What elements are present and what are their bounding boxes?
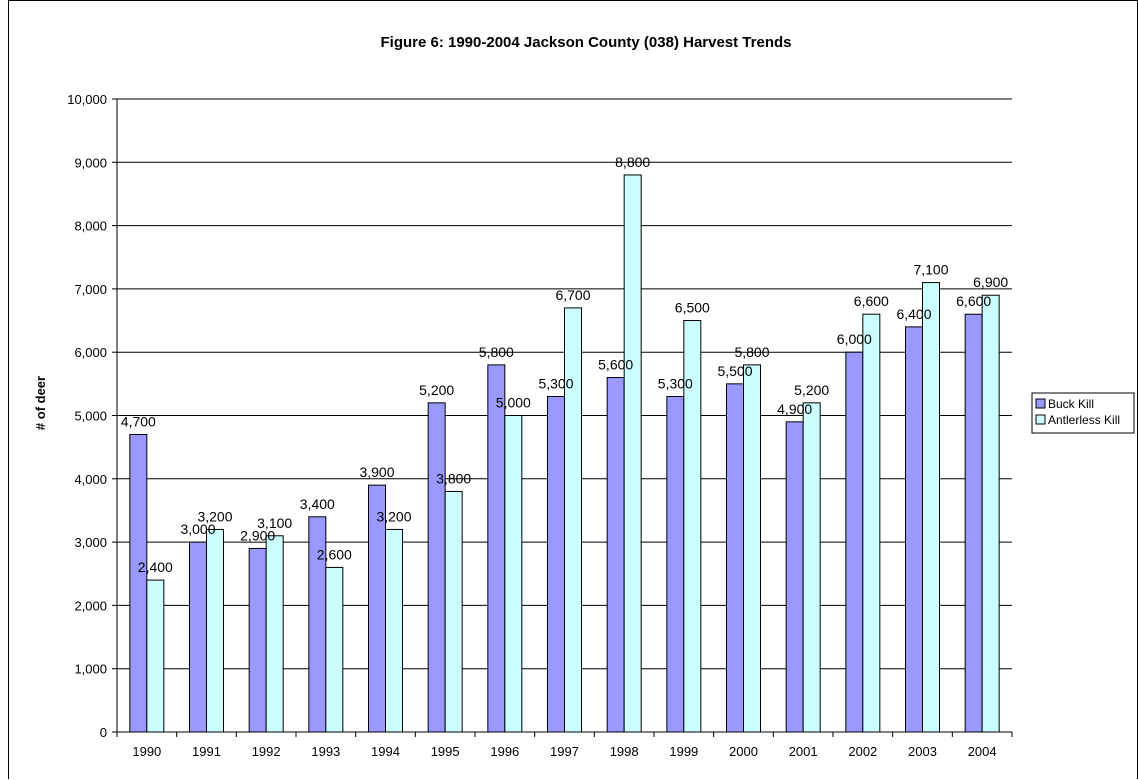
x-tick-label: 1990 [132, 744, 161, 759]
chart-svg: Figure 6: 1990-2004 Jackson County (038)… [33, 34, 1135, 759]
chart-frame: Figure 6: 1990-2004 Jackson County (038)… [8, 0, 1138, 779]
legend: Buck Kill Antlerless Kill [1031, 392, 1135, 434]
data-label-buck-kill: 3,400 [300, 496, 335, 512]
data-label-buck-kill: 3,000 [180, 521, 215, 537]
bar-buck-kill [845, 351, 864, 733]
bar-buck-kill [606, 377, 625, 733]
y-tick-label: 9,000 [74, 155, 107, 170]
y-axis-label: # of deer [33, 376, 48, 430]
bar-buck-kill [964, 313, 983, 733]
x-tick-label: 1997 [550, 744, 579, 759]
chart-title: Figure 6: 1990-2004 Jackson County (038)… [380, 34, 791, 51]
legend-label-buck-kill: Buck Kill [1048, 397, 1094, 411]
data-label-buck-kill: 5,300 [538, 376, 573, 392]
y-tick-label: 4,000 [74, 472, 107, 487]
y-tick-label: 0 [100, 725, 107, 740]
y-tick-label: 2,000 [74, 598, 107, 613]
x-tick-label: 2004 [968, 744, 997, 759]
data-label-buck-kill: 5,300 [658, 376, 693, 392]
x-tick-label: 1991 [192, 744, 221, 759]
bar-buck-kill [129, 433, 148, 733]
bar-antlerless-kill [146, 579, 165, 733]
bar-antlerless-kill [444, 490, 463, 733]
x-tick-label: 1995 [431, 744, 460, 759]
data-label-antlerless-kill: 5,800 [734, 344, 769, 360]
bar-buck-kill [487, 364, 506, 733]
x-tick-label: 1993 [311, 744, 340, 759]
data-label-antlerless-kill: 3,200 [376, 508, 411, 524]
bar-antlerless-kill [623, 174, 642, 733]
data-label-antlerless-kill: 6,700 [555, 287, 590, 303]
data-label-antlerless-kill: 7,100 [913, 262, 948, 278]
data-label-antlerless-kill: 6,900 [973, 274, 1008, 290]
bar-buck-kill [726, 383, 744, 733]
y-tick-label: 6,000 [74, 345, 107, 360]
bar-buck-kill [666, 396, 685, 733]
data-label-buck-kill: 2,900 [240, 527, 275, 543]
data-label-antlerless-kill: 6,500 [675, 300, 710, 316]
axis-layer: 0 1,000 2,000 3,000 4,000 5,000 6,000 7,000 8,00… [67, 92, 1013, 759]
y-tick-label: 1,000 [74, 662, 107, 677]
data-label-buck-kill: 3,900 [359, 464, 394, 480]
x-tick-label: 1994 [371, 744, 400, 759]
bar-antlerless-kill [802, 402, 821, 733]
data-label-buck-kill: 5,600 [598, 357, 633, 373]
x-tick-label: 2002 [848, 744, 877, 759]
data-label-antlerless-kill: 3,200 [197, 508, 232, 524]
x-tick-label: 1992 [252, 744, 281, 759]
bar-antlerless-kill [743, 364, 761, 733]
data-labels-layer: 4,7002,4003,0003,2002,9003,1003,4002,600… [121, 154, 1009, 575]
y-tick-label: 8,000 [74, 219, 107, 234]
legend-swatch-buck-kill [1035, 398, 1046, 409]
bar-antlerless-kill [265, 535, 284, 733]
data-label-antlerless-kill: 2,600 [317, 546, 352, 562]
data-label-buck-kill: 4,700 [121, 413, 156, 429]
bar-antlerless-kill [325, 566, 344, 733]
bar-antlerless-kill [922, 282, 940, 733]
data-label-buck-kill: 5,800 [479, 344, 514, 360]
x-tick-label: 1998 [610, 744, 639, 759]
data-label-buck-kill: 5,200 [419, 382, 454, 398]
bar-buck-kill [785, 421, 804, 733]
y-tick-label: 7,000 [74, 282, 107, 297]
bar-buck-kill [189, 541, 207, 733]
data-label-buck-kill: 4,900 [777, 401, 812, 417]
data-label-antlerless-kill: 5,200 [794, 382, 829, 398]
bar-buck-kill [547, 396, 565, 733]
bar-buck-kill [248, 547, 267, 733]
x-tick-label: 2001 [789, 744, 818, 759]
x-tick-label: 1999 [669, 744, 698, 759]
y-tick-label: 3,000 [74, 535, 107, 550]
data-label-antlerless-kill: 6,600 [854, 293, 889, 309]
bars-layer [129, 174, 1000, 733]
data-label-antlerless-kill: 3,100 [257, 515, 292, 531]
data-label-buck-kill: 6,400 [896, 306, 931, 322]
bar-antlerless-kill [504, 415, 523, 733]
data-label-buck-kill: 6,600 [956, 293, 991, 309]
bar-antlerless-kill [385, 528, 403, 733]
bar-antlerless-kill [206, 528, 224, 733]
data-label-buck-kill: 5,500 [717, 363, 752, 379]
bar-antlerless-kill [981, 294, 1000, 733]
x-tick-label: 1996 [490, 744, 519, 759]
data-label-antlerless-kill: 8,800 [615, 154, 650, 170]
bar-buck-kill [427, 402, 446, 733]
bar-buck-kill [905, 326, 923, 733]
data-label-antlerless-kill: 2,400 [138, 559, 173, 575]
legend-box [1031, 392, 1135, 434]
x-tick-label: 2003 [908, 744, 937, 759]
data-label-buck-kill: 6,000 [837, 331, 872, 347]
data-label-antlerless-kill: 5,000 [496, 395, 531, 411]
y-tick-label: 10,000 [67, 92, 107, 107]
bar-antlerless-kill [862, 313, 881, 733]
legend-label-antlerless-kill: Antlerless Kill [1048, 413, 1120, 427]
y-tick-label: 5,000 [74, 409, 107, 424]
x-tick-label: 2000 [729, 744, 758, 759]
data-label-antlerless-kill: 3,800 [436, 470, 471, 486]
bar-antlerless-kill [564, 307, 582, 733]
legend-swatch-antlerless-kill [1035, 414, 1046, 425]
